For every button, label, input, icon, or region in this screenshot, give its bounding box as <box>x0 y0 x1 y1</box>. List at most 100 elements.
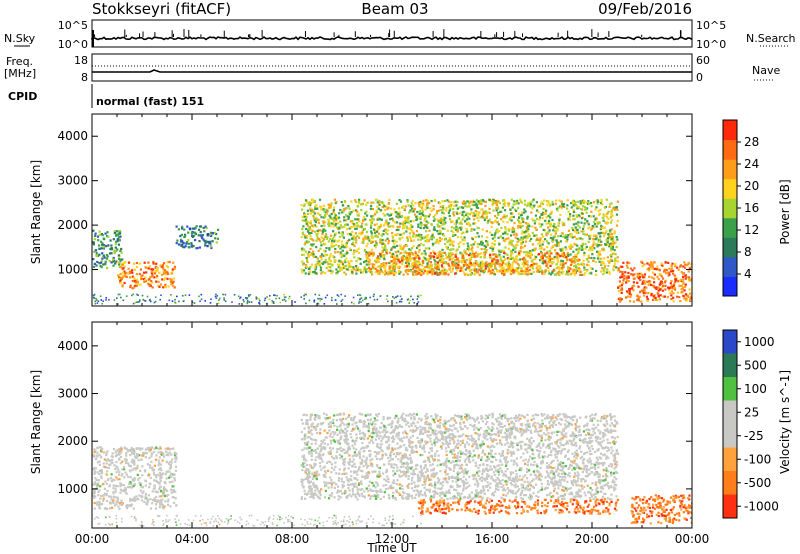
echo-cell <box>668 287 671 290</box>
echo-cell <box>326 443 329 446</box>
echo-cell <box>441 492 444 496</box>
echo-cell <box>370 215 373 218</box>
echo-cell <box>551 218 554 222</box>
echo-cell <box>309 220 312 223</box>
echo-cell <box>379 223 383 226</box>
echo-cell <box>546 266 550 269</box>
echo-cell <box>375 241 378 245</box>
power-colorbar-tick-label: 16 <box>744 201 759 215</box>
echo-cell <box>318 294 321 296</box>
echo-cell <box>415 246 419 249</box>
echo-cell <box>679 265 682 268</box>
echo-cell <box>483 217 487 220</box>
echo-cell <box>548 229 551 232</box>
echo-cell <box>218 299 220 301</box>
echo-cell <box>572 214 575 217</box>
echo-cell <box>496 270 499 273</box>
echo-cell <box>93 293 96 296</box>
echo-cell <box>383 248 386 251</box>
echo-cell <box>609 216 612 219</box>
echo-cell <box>578 259 581 262</box>
echo-cell <box>496 221 499 224</box>
echo-cell <box>100 495 103 498</box>
echo-cell <box>137 294 139 296</box>
echo-cell <box>405 226 408 229</box>
echo-cell <box>437 240 440 243</box>
echo-cell <box>540 252 543 255</box>
echo-cell <box>323 210 326 213</box>
echo-cell <box>680 291 683 294</box>
echo-cell <box>537 211 540 214</box>
echo-cell <box>442 266 445 269</box>
echo-cell <box>520 270 523 273</box>
echo-cell <box>149 275 152 278</box>
echo-cell <box>430 238 433 241</box>
echo-cell <box>341 298 344 301</box>
echo-cell <box>129 285 132 289</box>
echo-cell <box>455 262 458 265</box>
echo-cell <box>123 476 126 479</box>
echo-cell <box>336 251 339 254</box>
echo-cell <box>453 222 456 225</box>
echo-cell <box>324 233 328 236</box>
echo-cell <box>170 278 173 281</box>
echo-cell <box>387 423 390 426</box>
echo-cell <box>596 257 599 260</box>
echo-cell <box>239 296 242 299</box>
echo-cell <box>376 269 379 272</box>
echo-cell <box>589 234 592 237</box>
echo-cell <box>346 252 349 255</box>
echo-cell <box>161 278 164 281</box>
echo-cell <box>132 262 136 265</box>
echo-cell <box>122 262 125 265</box>
echo-cell <box>397 259 400 262</box>
echo-cell <box>469 263 472 267</box>
echo-cell <box>434 252 437 255</box>
echo-cell <box>331 237 335 240</box>
echo-cell <box>103 487 106 490</box>
echo-cell <box>153 473 156 476</box>
echo-cell <box>393 208 396 211</box>
echo-cell <box>294 301 296 303</box>
echo-cell <box>339 260 342 263</box>
echo-cell <box>493 264 497 267</box>
echo-cell <box>610 211 613 214</box>
echo-cell <box>528 234 531 237</box>
echo-cell <box>422 267 425 270</box>
echo-cell <box>479 256 482 259</box>
echo-cell <box>107 478 110 481</box>
echo-cell <box>111 455 114 458</box>
echo-cell <box>351 220 354 223</box>
echo-cell <box>549 236 552 240</box>
echo-cell <box>345 228 349 231</box>
echo-cell <box>300 208 304 211</box>
echo-cell <box>636 281 639 284</box>
echo-cell <box>598 238 601 241</box>
echo-cell <box>160 474 163 477</box>
echo-cell <box>156 274 159 278</box>
echo-cell <box>398 272 401 275</box>
echo-cell <box>596 250 599 253</box>
echo-cell <box>549 273 553 276</box>
echo-cell <box>316 257 319 260</box>
echo-cell <box>463 251 466 254</box>
echo-cell <box>595 243 598 246</box>
echo-cell <box>421 208 424 211</box>
echo-cell <box>588 248 591 252</box>
echo-cell <box>93 296 95 299</box>
echo-cell <box>488 218 491 221</box>
echo-cell <box>136 464 139 467</box>
echo-cell <box>591 253 594 256</box>
echo-cell <box>466 205 469 208</box>
echo-cell <box>474 214 477 217</box>
echo-cell <box>448 209 451 212</box>
echo-cell <box>531 243 534 246</box>
echo-cell <box>601 231 604 234</box>
echo-cell <box>351 230 354 233</box>
echo-cell <box>322 261 325 264</box>
echo-cell <box>535 201 538 204</box>
echo-cell <box>458 245 461 248</box>
echo-cell <box>385 231 388 234</box>
echo-cell <box>621 275 624 279</box>
echo-cell <box>358 236 361 239</box>
